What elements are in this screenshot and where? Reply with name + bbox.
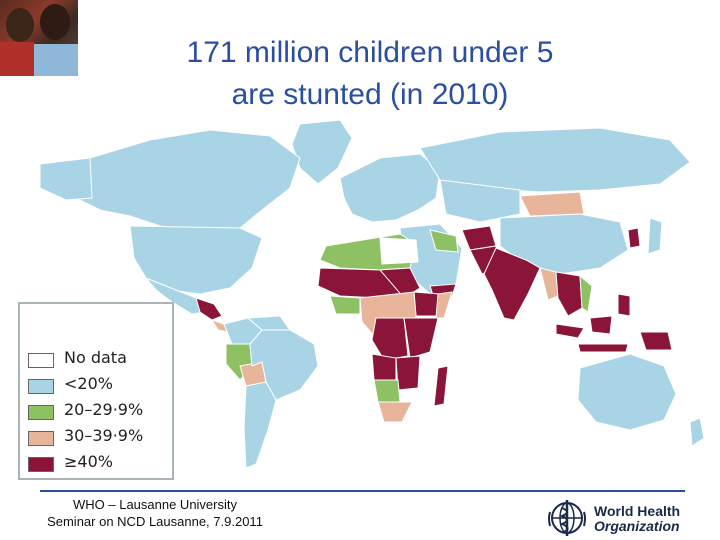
legend-label: 20–29·9%	[64, 400, 144, 419]
region-sudan	[378, 267, 421, 299]
region-png	[639, 331, 673, 351]
region-mozambique	[395, 355, 421, 391]
region-myanmar	[539, 267, 559, 301]
region-greenland	[291, 119, 353, 185]
world-stunting-map	[39, 119, 705, 469]
region-east-africa	[403, 317, 439, 359]
legend-swatch	[28, 457, 54, 472]
region-central-america	[195, 297, 223, 321]
region-usa	[129, 225, 263, 295]
region-libya-egypt	[379, 237, 419, 265]
region-namibia-botswana	[373, 379, 401, 403]
region-indochina	[555, 271, 583, 317]
region-alaska	[39, 157, 93, 201]
region-new-zealand	[689, 417, 705, 447]
region-philippines	[617, 293, 631, 317]
region-canada	[61, 129, 301, 231]
region-europe	[339, 153, 441, 223]
photo-child-face	[6, 8, 34, 42]
who-line-2: Organization	[594, 518, 680, 534]
legend-label: No data	[64, 348, 127, 367]
photo-cloth	[0, 42, 34, 76]
footer-text: WHO – Lausanne University Seminar on NCD…	[20, 496, 290, 530]
slide-title: 171 million children under 5 are stunted…	[90, 32, 650, 116]
title-line-2: are stunted (in 2010)	[231, 78, 509, 111]
region-indonesia-1	[555, 323, 585, 339]
footer-line-2: Seminar on NCD Lausanne, 7.9.2011	[47, 514, 263, 529]
photo-child-face	[40, 4, 70, 40]
region-south-africa	[377, 401, 413, 423]
region-west-coast	[329, 295, 361, 315]
region-indonesia-2	[589, 315, 613, 335]
region-korea	[627, 227, 641, 249]
title-line-1: 171 million children under 5	[186, 36, 554, 69]
footer-line-1: WHO – Lausanne University	[72, 497, 237, 512]
region-madagascar	[433, 365, 449, 407]
region-iraq-syria	[429, 229, 459, 253]
region-mexico	[145, 277, 207, 315]
region-somalia	[435, 291, 453, 319]
children-photo	[0, 0, 78, 76]
photo-shirt	[34, 44, 78, 76]
legend-swatch	[28, 405, 54, 420]
legend-label: ≥40%	[64, 452, 113, 471]
region-drc	[371, 317, 409, 361]
who-emblem-icon	[548, 500, 586, 536]
region-india	[483, 247, 541, 321]
legend-swatch	[28, 353, 54, 368]
region-indonesia-3	[577, 343, 629, 353]
region-australia	[577, 353, 677, 431]
region-vietnam	[579, 274, 593, 313]
region-argentina	[243, 381, 277, 469]
region-brazil	[249, 329, 319, 401]
who-line-1: World Health	[594, 503, 681, 519]
legend-label: <20%	[64, 374, 113, 393]
legend-swatch	[28, 431, 54, 446]
map-legend: No data <20% 20–29·9% 30–39·9% ≥40%	[18, 302, 174, 480]
who-wordmark: World Health Organization	[594, 504, 680, 534]
region-japan	[647, 217, 663, 255]
legend-swatch	[28, 379, 54, 394]
region-angola	[371, 353, 397, 381]
region-china	[499, 213, 629, 275]
footer-divider	[40, 490, 685, 492]
region-mongolia	[519, 191, 585, 217]
legend-label: 30–39·9%	[64, 426, 144, 445]
